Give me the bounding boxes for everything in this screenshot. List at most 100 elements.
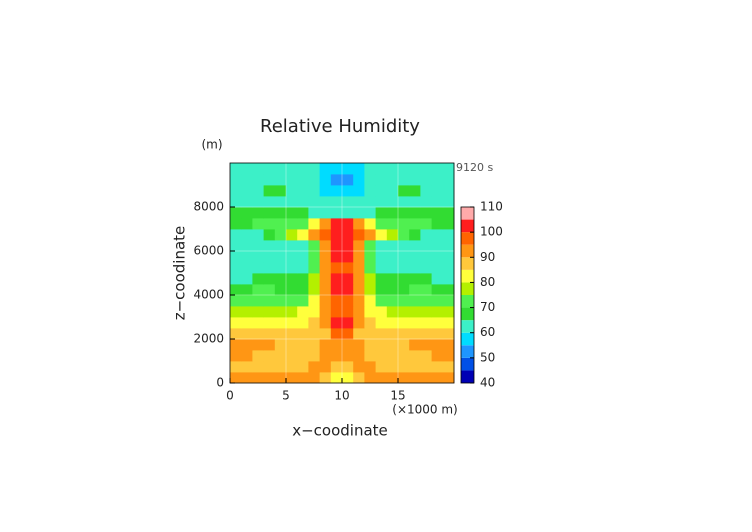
contour-cell [409, 328, 421, 340]
contour-cell [386, 372, 399, 384]
contour-cell [241, 306, 253, 318]
contour-cell [330, 262, 343, 274]
contour-cell [409, 273, 421, 285]
contour-cell [342, 262, 354, 274]
contour-cell [442, 163, 455, 175]
contour-cell [353, 218, 365, 230]
contour-cell [442, 361, 455, 373]
contour-cell [431, 361, 444, 373]
contour-cell [420, 229, 432, 241]
contour-cell [342, 240, 354, 252]
contour-cell [286, 361, 298, 373]
contour-cell [375, 284, 388, 296]
contour-cell [230, 251, 242, 263]
contour-cell [297, 295, 309, 307]
contour-cell [308, 372, 320, 384]
contour-cell [263, 229, 276, 241]
contour-cell [308, 218, 320, 230]
contour-cell [252, 251, 264, 263]
contour-cell [274, 196, 287, 208]
contour-cell [342, 196, 354, 208]
colorbar-swatch [461, 269, 474, 283]
contour-cell [431, 284, 444, 296]
colorbar-tick-label: 100 [480, 225, 503, 239]
contour-cell [442, 339, 455, 351]
contour-cell [330, 196, 343, 208]
contour-cell [274, 295, 287, 307]
contour-cell [330, 273, 343, 285]
contour-cell [241, 361, 253, 373]
contour-cell [353, 185, 365, 197]
contour-cell [319, 350, 332, 362]
contour-cell [308, 240, 320, 252]
colorbar-frame [460, 206, 475, 384]
contour-cell [274, 262, 287, 274]
contour-cell [409, 185, 421, 197]
y-unit: (m) [201, 138, 222, 152]
contour-cell [330, 328, 343, 340]
contour-cell [286, 251, 298, 263]
contour-cell [297, 306, 309, 318]
contour-cell [420, 306, 432, 318]
contour-cell [375, 273, 388, 285]
contour-cell [364, 284, 376, 296]
colorbar-swatch [461, 257, 474, 270]
contour-cell [398, 273, 410, 285]
contour-cell [286, 262, 298, 274]
contour-cell [252, 339, 264, 351]
contour-cell [286, 229, 298, 241]
contour-cell [353, 163, 365, 175]
plot-frame [229, 162, 455, 384]
contour-cell [252, 306, 264, 318]
contour-cell [263, 361, 276, 373]
contour-cell [297, 174, 309, 186]
x-axis-label: x−coodinate [292, 422, 388, 440]
contour-cell [241, 372, 253, 384]
contour-cell [398, 218, 410, 230]
contour-cell [297, 262, 309, 274]
contour-cell [364, 207, 376, 219]
contour-cell [308, 174, 320, 186]
contour-cell [442, 185, 455, 197]
contour-cell [241, 174, 253, 186]
contour-cell [386, 295, 399, 307]
contour-cell [342, 174, 354, 186]
contour-cell [263, 163, 276, 175]
chart-title: Relative Humidity [260, 116, 420, 137]
contour-cell [230, 350, 242, 362]
contour-cell [409, 240, 421, 252]
contour-cell [386, 185, 399, 197]
contour-cell [420, 218, 432, 230]
contour-cell [409, 339, 421, 351]
colorbar-tick-label: 50 [480, 350, 495, 364]
contour-cell [375, 328, 388, 340]
contour-cell [364, 273, 376, 285]
contour-cell [442, 284, 455, 296]
contour-cell [342, 185, 354, 197]
contour-cell [353, 174, 365, 186]
contour-cell [375, 350, 388, 362]
contour-cell [274, 372, 287, 384]
contour-cell [431, 229, 444, 241]
contour-cell [274, 174, 287, 186]
contour-cell [330, 207, 343, 219]
contour-cell [319, 306, 332, 318]
contour-cell [263, 372, 276, 384]
contour-cell [252, 229, 264, 241]
contour-cell [442, 262, 455, 274]
contour-cell [297, 163, 309, 175]
contour-cell [420, 207, 432, 219]
contour-cell [230, 328, 242, 340]
contour-cell [431, 317, 444, 329]
contour-cell [420, 284, 432, 296]
contour-cell [297, 229, 309, 241]
contour-cell [330, 317, 343, 329]
contour-cell [398, 339, 410, 351]
contour-cell [308, 306, 320, 318]
contour-cell [286, 339, 298, 351]
contour-cell [319, 207, 332, 219]
contour-cell [241, 273, 253, 285]
colorbar-tick-label: 110 [480, 200, 503, 214]
contour-cell [431, 218, 444, 230]
colorbar-swatch [461, 219, 474, 233]
